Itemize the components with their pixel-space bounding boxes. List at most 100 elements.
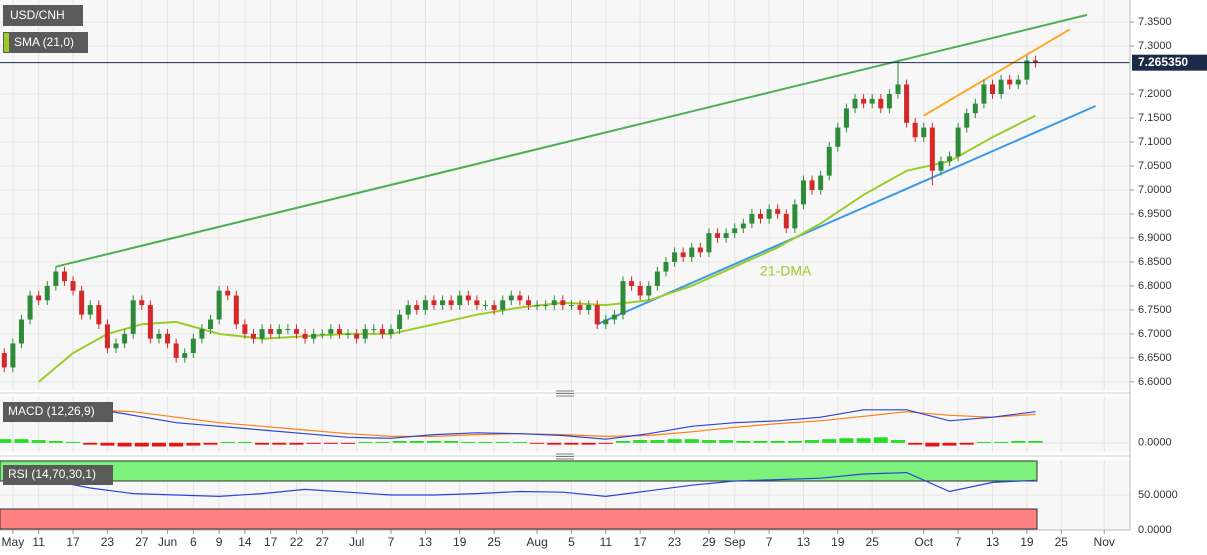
candle-body xyxy=(165,333,171,344)
candle-body xyxy=(757,213,763,219)
macd-histogram-bar xyxy=(478,441,493,443)
candle-body xyxy=(904,84,910,123)
x-tick-label: 11 xyxy=(32,535,45,549)
candle-body xyxy=(345,333,351,335)
macd-histogram-bar xyxy=(667,439,682,443)
candle-body xyxy=(354,333,360,339)
y-tick-label: 7.0500 xyxy=(1138,160,1172,172)
candle-body xyxy=(792,204,798,229)
candle-body xyxy=(998,79,1004,95)
x-tick-label: 19 xyxy=(453,535,467,549)
candle-body xyxy=(242,324,248,334)
candle-body xyxy=(551,300,557,306)
y-tick-label: 6.8000 xyxy=(1138,280,1172,292)
candle-body xyxy=(689,247,695,258)
rsi-line xyxy=(4,471,1036,498)
candle-body xyxy=(766,209,772,219)
candle-body xyxy=(800,180,806,205)
candle-body xyxy=(500,300,506,310)
macd-badge[interactable] xyxy=(3,402,113,422)
candle-body xyxy=(173,343,179,358)
macd-histogram-bar xyxy=(1011,441,1026,443)
candle-body xyxy=(697,247,703,253)
x-tick-label: 17 xyxy=(66,535,80,549)
macd-histogram-bar xyxy=(48,441,63,443)
candle-body xyxy=(646,285,652,296)
x-tick-label: Jul xyxy=(349,535,364,549)
candle-body xyxy=(560,300,566,306)
x-tick-label: 6 xyxy=(190,535,197,549)
symbol-badge[interactable] xyxy=(3,5,83,26)
candle-body xyxy=(577,305,583,310)
x-tick-label: 13 xyxy=(419,535,433,549)
macd-histogram-bar xyxy=(272,442,287,445)
candle-body xyxy=(474,300,480,306)
macd-histogram-bar xyxy=(822,439,837,443)
x-tick-label: 19 xyxy=(831,535,845,549)
candle-body xyxy=(311,333,317,339)
pane-grip[interactable] xyxy=(556,453,574,460)
macd-histogram-bar xyxy=(14,439,29,443)
plot: 21-DMA xyxy=(0,13,1130,530)
trend-line xyxy=(55,13,1088,268)
candle-body xyxy=(809,180,815,190)
candle-body xyxy=(603,319,609,325)
candle-body xyxy=(87,305,93,315)
candle-body xyxy=(371,329,377,331)
macd-histogram-bar xyxy=(0,439,12,443)
candle-body xyxy=(208,319,214,330)
candle-body xyxy=(70,281,76,291)
macd-line xyxy=(4,404,1036,440)
candle-body xyxy=(525,300,531,306)
candle-body xyxy=(147,305,153,339)
macd-histogram-bar xyxy=(908,442,923,445)
macd-histogram-bar xyxy=(151,442,166,447)
macd-histogram-bar xyxy=(237,441,252,443)
trend-line xyxy=(596,105,1097,326)
candle-body xyxy=(216,290,222,320)
macd-histogram-bar xyxy=(255,442,270,445)
macd-histogram-bar xyxy=(409,441,424,443)
macd-histogram-bar xyxy=(512,441,527,443)
candle-body xyxy=(568,305,574,307)
candle-body xyxy=(431,300,437,306)
x-tick-label: 7 xyxy=(388,535,395,549)
rsi-badge[interactable] xyxy=(3,465,113,485)
macd-histogram-bar xyxy=(358,441,373,443)
candle-body xyxy=(947,156,953,162)
candle-body xyxy=(96,305,102,325)
indicator-badge[interactable] xyxy=(3,32,88,53)
macd-histogram-bar xyxy=(959,442,974,445)
macd-histogram-bar xyxy=(925,442,940,447)
candle-body xyxy=(130,300,136,334)
macd-histogram-bar xyxy=(341,442,356,444)
x-tick-label: 17 xyxy=(264,535,278,549)
candle-body xyxy=(122,333,128,344)
sma-line xyxy=(38,114,1036,383)
pane-grip[interactable] xyxy=(556,390,574,397)
candle-body xyxy=(663,261,669,272)
x-tick-label: 23 xyxy=(668,535,682,549)
x-tick-label: 7 xyxy=(766,535,773,549)
candle-body xyxy=(706,233,712,253)
candle-body xyxy=(740,223,746,229)
macd-histogram-bar xyxy=(289,442,304,445)
candle-body xyxy=(293,329,299,334)
x-tick-label: 27 xyxy=(316,535,330,549)
candle-body xyxy=(886,94,892,109)
candle-body xyxy=(723,233,729,238)
candle-body xyxy=(852,98,858,109)
x-tick-label: Nov xyxy=(1094,535,1115,549)
candle-body xyxy=(543,305,549,307)
candle-body xyxy=(27,295,33,320)
candle-body xyxy=(611,314,617,320)
candle-body xyxy=(61,271,67,282)
candle-body xyxy=(1,353,7,368)
macd-histogram-bar xyxy=(839,438,854,443)
candle-body xyxy=(336,329,342,334)
candle-body xyxy=(362,329,368,339)
candle-body xyxy=(955,127,961,157)
candle-body xyxy=(302,333,308,339)
candle-body xyxy=(156,333,162,339)
